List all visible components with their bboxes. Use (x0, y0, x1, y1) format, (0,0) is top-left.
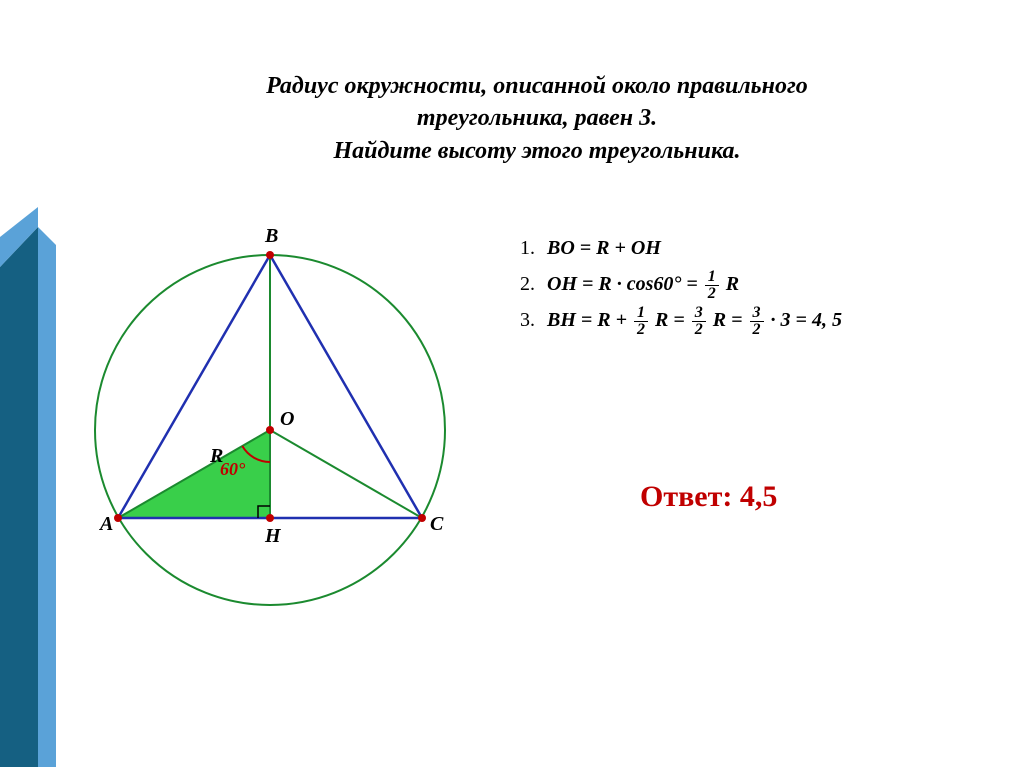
step-text: R = (655, 309, 690, 331)
svg-text:A: A (98, 513, 113, 535)
solution-steps: 1. BO = R + OH 2. OH = R · cos60° = 1 2 … (520, 230, 842, 338)
problem-title: Радиус окружности, описанной около прави… (90, 70, 984, 167)
svg-text:H: H (264, 525, 282, 547)
fraction: 3 2 (750, 305, 764, 338)
step-text: R = (713, 309, 748, 331)
answer: Ответ: 4,5 (640, 480, 777, 514)
title-line-3: Найдите высоту этого треугольника. (90, 135, 984, 167)
step-number: 3. (520, 302, 542, 338)
title-line-2: треугольника, равен 3. (90, 102, 984, 134)
fraction: 3 2 (692, 305, 706, 338)
svg-text:B: B (264, 225, 278, 247)
svg-text:O: O (280, 408, 294, 430)
step-number: 1. (520, 230, 542, 266)
svg-text:60°: 60° (220, 459, 246, 479)
fraction: 1 2 (705, 269, 719, 302)
step-2: 2. OH = R · cos60° = 1 2 R (520, 266, 842, 302)
step-text: R (726, 273, 739, 295)
step-result: 4, 5 (812, 309, 842, 331)
accent-bar (0, 207, 60, 767)
svg-text:R: R (209, 445, 223, 467)
step-text: OH = R · cos60° = (547, 273, 703, 295)
step-3: 3. BH = R + 1 2 R = 3 2 R = 3 2 · 3 = 4,… (520, 302, 842, 338)
step-text: BH = R + (547, 309, 632, 331)
svg-text:C: C (430, 513, 444, 535)
step-number: 2. (520, 266, 542, 302)
step-1: 1. BO = R + OH (520, 230, 842, 266)
title-line-1: Радиус окружности, описанной около прави… (90, 70, 984, 102)
step-text: · 3 = (771, 309, 812, 331)
fraction: 1 2 (634, 305, 648, 338)
step-body: BO = R + OH (547, 237, 661, 259)
geometry-diagram: 60° A B C H O R (70, 210, 490, 630)
